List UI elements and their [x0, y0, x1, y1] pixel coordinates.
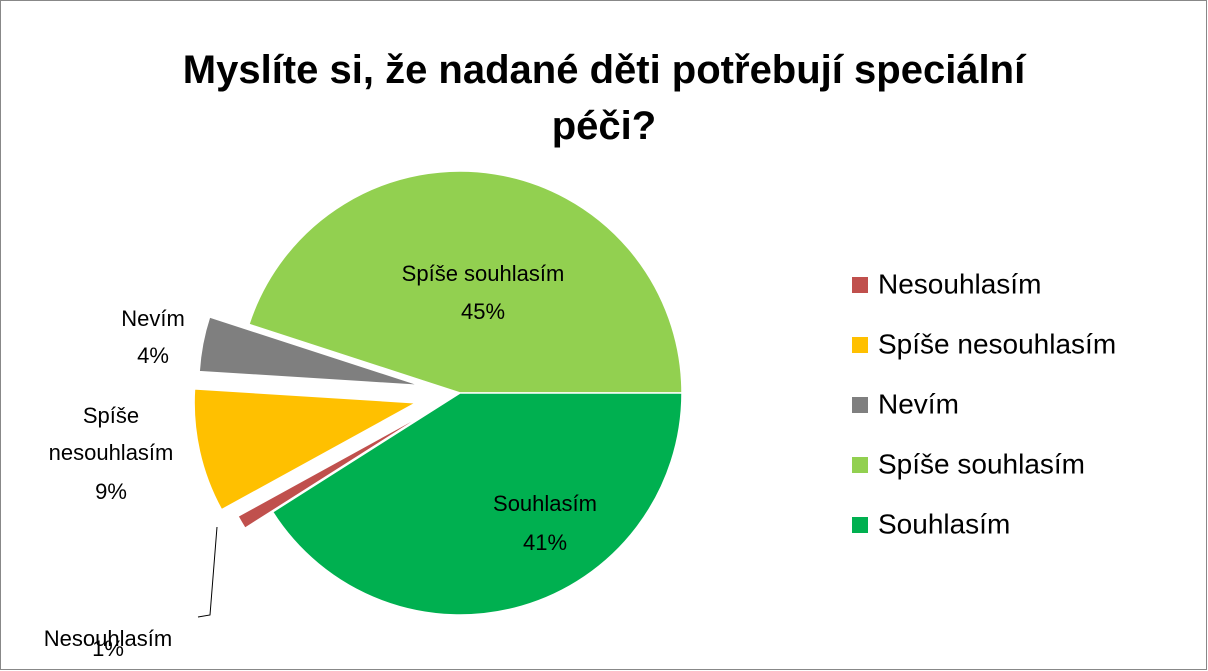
legend-label: Nevím: [878, 388, 959, 419]
legend-swatch: [852, 337, 868, 353]
data-label-value: 9%: [95, 479, 127, 504]
legend-swatch: [852, 457, 868, 473]
data-label-value: 1%: [92, 636, 124, 661]
data-label-value: 4%: [137, 343, 169, 368]
legend-label: Spíše souhlasím: [878, 448, 1085, 479]
data-label-line: Spíše: [83, 403, 139, 428]
legend-label: Souhlasím: [878, 508, 1010, 539]
pie-slice: [198, 315, 421, 387]
data-label: Spíše souhlasím: [402, 261, 565, 286]
pie-slice: [247, 170, 683, 394]
legend-swatch: [852, 397, 868, 413]
data-label-value: 45%: [461, 299, 505, 324]
data-label: Nevím: [121, 306, 185, 331]
pie-slice: [193, 388, 419, 511]
chart-title: Myslíte si, že nadané děti potřebují spe…: [182, 48, 1026, 148]
legend-label: Spíše nesouhlasím: [878, 328, 1116, 359]
leader-line: [197, 526, 218, 618]
data-label: Spíše nesouhlasím: [49, 403, 174, 465]
data-label: Nesouhlasím: [44, 626, 172, 651]
data-label-value: 41%: [523, 530, 567, 555]
pie-slice: [271, 392, 683, 616]
legend-swatch: [852, 277, 868, 293]
data-label-line: nesouhlasím: [49, 440, 174, 465]
data-label: Souhlasím: [493, 491, 597, 516]
pie-slice: [236, 408, 433, 530]
legend-swatch: [852, 517, 868, 533]
legend-label: Nesouhlasím: [878, 268, 1041, 299]
